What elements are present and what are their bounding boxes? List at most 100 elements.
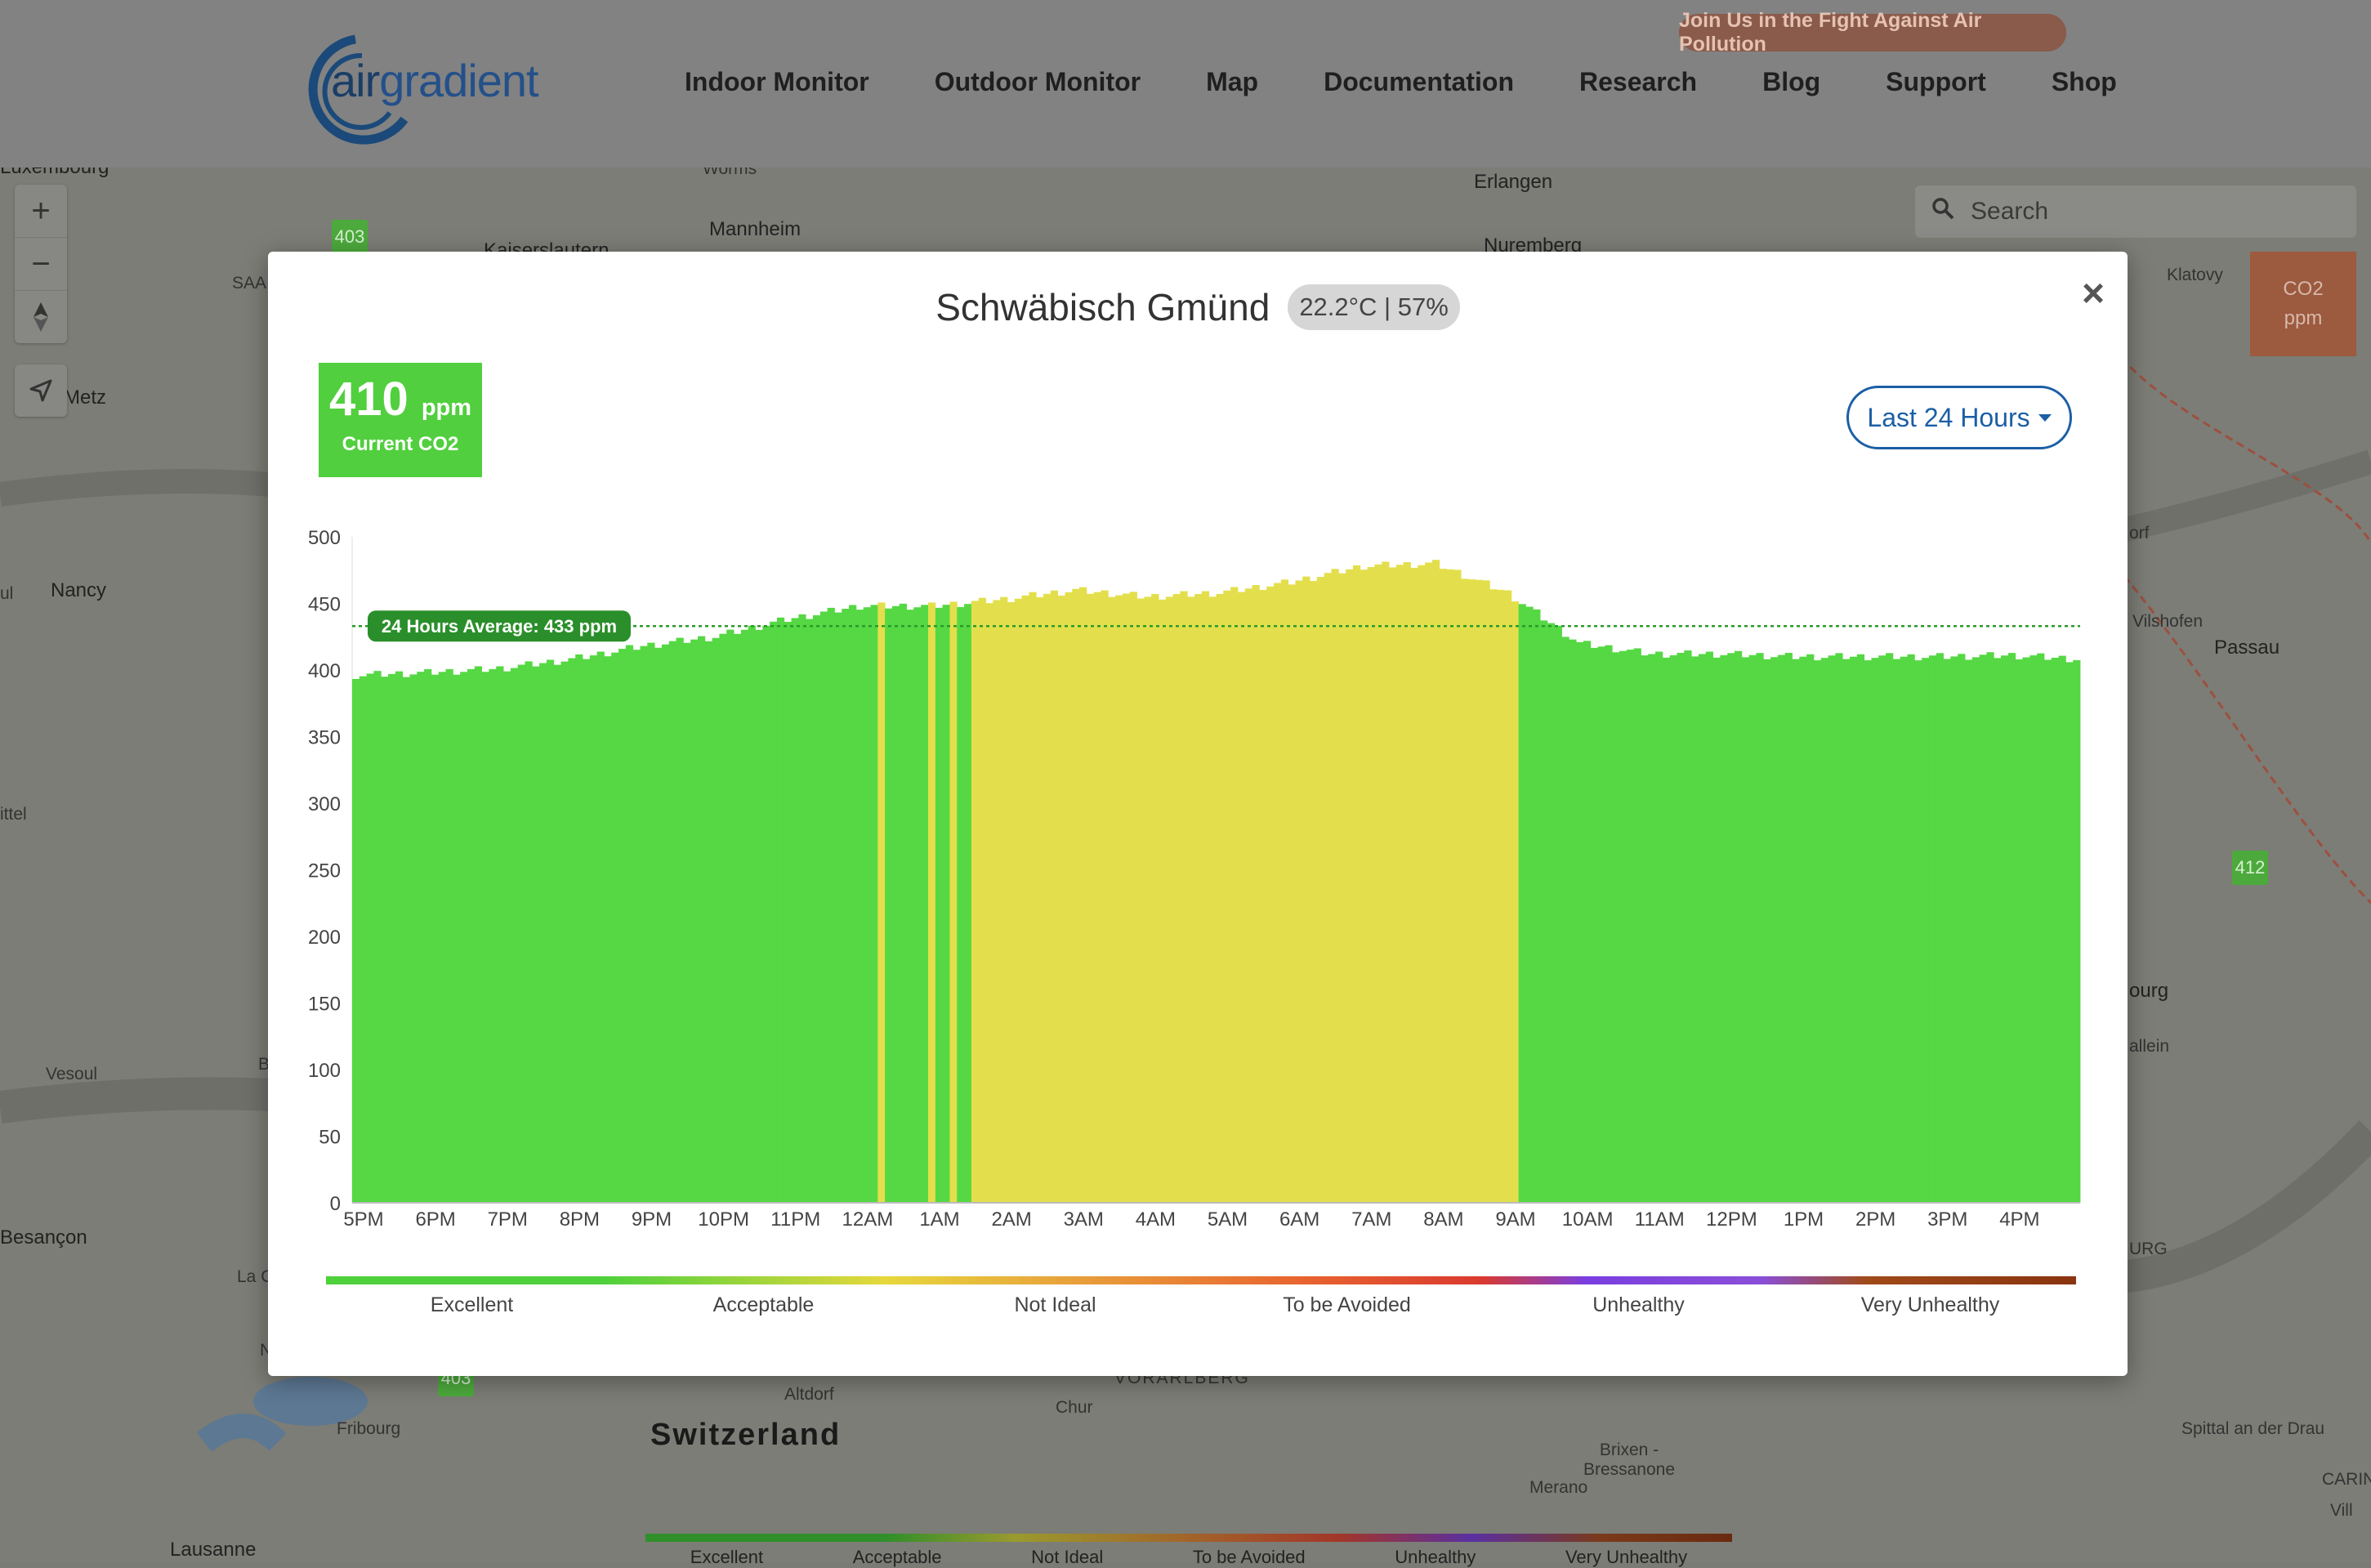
- co2-bar: [1395, 565, 1404, 1203]
- chevron-down-icon: [2038, 413, 2052, 422]
- scale-label-to-be-avoided: To be Avoided: [1283, 1293, 1411, 1316]
- map-label-fribourg: Fribourg: [337, 1419, 401, 1438]
- x-tick-label: 1PM: [1784, 1208, 1824, 1231]
- co2-bar: [1043, 593, 1052, 1203]
- map-label-nancy: Nancy: [51, 579, 107, 601]
- co2-bar: [1208, 596, 1217, 1203]
- co2-bar: [1892, 659, 1901, 1203]
- map-label-lausanne: Lausanne: [170, 1539, 257, 1561]
- co2-bar: [1748, 654, 1757, 1203]
- co2-bar: [1864, 660, 1872, 1203]
- co2-bar: [1900, 656, 1908, 1203]
- co2-bar: [734, 633, 742, 1203]
- co2-bar: [1425, 562, 1433, 1203]
- co2-bar: [388, 673, 396, 1203]
- co2-bar: [1583, 641, 1592, 1203]
- x-tick-label: 8PM: [560, 1208, 600, 1231]
- nav-shop[interactable]: Shop: [2051, 67, 2117, 96]
- co2-bar: [1691, 656, 1699, 1203]
- co2-bar: [1497, 589, 1505, 1203]
- co2-bar: [402, 677, 410, 1203]
- co2-bar: [1310, 580, 1318, 1203]
- co2-bar: [1072, 588, 1080, 1203]
- co2-bar: [1410, 567, 1418, 1203]
- co2-bar: [1346, 569, 1354, 1203]
- unit-selector[interactable]: CO2 ppm: [2250, 252, 2356, 356]
- current-co2-label: Current CO2: [342, 433, 459, 455]
- co2-bar: [1101, 590, 1109, 1203]
- co2-bar: [928, 602, 936, 1203]
- map-legend-label: Very Unhealthy: [1565, 1547, 1688, 1567]
- co2-bar: [1756, 653, 1764, 1203]
- co2-bar: [2043, 659, 2052, 1203]
- co2-bar: [2029, 655, 2038, 1203]
- co2-bar: [1569, 639, 1577, 1203]
- co2-bar: [668, 641, 676, 1203]
- map-label-allein: allein: [2129, 1037, 2170, 1056]
- x-tick-label: 12PM: [1706, 1208, 1757, 1231]
- co2-bar: [704, 641, 713, 1203]
- nav-outdoor-monitor[interactable]: Outdoor Monitor: [934, 67, 1141, 96]
- co2-bar: [1288, 584, 1296, 1203]
- map-label-passau: Passau: [2214, 637, 2280, 659]
- co2-bar: [1367, 567, 1375, 1203]
- co2-bar: [1467, 579, 1476, 1203]
- co2-bar: [1540, 620, 1548, 1203]
- co2-bar: [1382, 561, 1390, 1203]
- co2-bar: [726, 629, 735, 1203]
- x-tick-label: 4PM: [1999, 1208, 2039, 1231]
- map-label-urg: URG: [2129, 1240, 2168, 1258]
- average-label: 24 Hours Average: 433 ppm: [382, 616, 617, 637]
- compass-button[interactable]: [15, 290, 67, 343]
- logo-wordmark[interactable]: airgradient: [331, 54, 539, 107]
- nav-indoor-monitor[interactable]: Indoor Monitor: [685, 67, 869, 96]
- co2-bar: [647, 642, 655, 1203]
- co2-bar: [1259, 590, 1267, 1203]
- map-marker[interactable]: 412: [2232, 851, 2268, 885]
- zoom-out-button[interactable]: −: [15, 237, 67, 290]
- co2-bar: [1295, 580, 1303, 1203]
- campaign-button[interactable]: Join Us in the Fight Against Air Polluti…: [1679, 9, 2066, 56]
- map-label-la-c: La C: [237, 1267, 274, 1286]
- search-input[interactable]: [1969, 190, 2356, 233]
- airgradient-logo-icon[interactable]: [290, 29, 535, 148]
- zoom-in-button[interactable]: +: [31, 192, 51, 229]
- co2-bar: [575, 654, 583, 1203]
- conditions-badge: 22.2°C | 57%: [1288, 284, 1460, 330]
- nav-documentation[interactable]: Documentation: [1324, 67, 1514, 96]
- co2-bar: [661, 644, 670, 1203]
- map-legend-label: Not Ideal: [1031, 1547, 1104, 1567]
- co2-bar: [1021, 595, 1029, 1203]
- close-button[interactable]: ×: [2081, 272, 2105, 315]
- unit-selector-label: CO2: [2283, 278, 2324, 300]
- co2-bar: [1352, 565, 1361, 1203]
- nav-blog[interactable]: Blog: [1762, 67, 1821, 96]
- co2-bar: [1792, 659, 1800, 1203]
- map-marker[interactable]: 403: [332, 220, 368, 254]
- co2-bar: [1677, 652, 1685, 1203]
- co2-bar: [618, 649, 627, 1203]
- co2-bar: [1086, 593, 1095, 1203]
- co2-bar: [352, 678, 360, 1203]
- nav-research[interactable]: Research: [1578, 67, 1698, 96]
- scale-label-acceptable: Acceptable: [712, 1293, 815, 1316]
- map-label-klatovy: Klatovy: [2167, 266, 2223, 284]
- co2-bar: [1108, 596, 1116, 1203]
- geolocate-button[interactable]: [15, 364, 67, 417]
- co2-bar: [1684, 650, 1692, 1203]
- co2-bar: [1418, 565, 1426, 1203]
- nav-support[interactable]: Support: [1886, 67, 1986, 96]
- co2-bar: [906, 610, 914, 1203]
- zoom-controls: + −: [15, 185, 67, 343]
- co2-bar: [1093, 592, 1101, 1203]
- co2-bar: [1389, 567, 1397, 1203]
- co2-bar: [2073, 659, 2081, 1203]
- map-label-vesoul: Vesoul: [46, 1065, 98, 1083]
- co2-bar: [496, 666, 504, 1203]
- time-range-dropdown[interactable]: Last 24 Hours: [1846, 386, 2072, 449]
- co2-bar: [481, 672, 489, 1203]
- co2-bar: [1014, 598, 1022, 1203]
- co2-bar: [985, 603, 993, 1203]
- co2-bar: [971, 601, 980, 1203]
- nav-map[interactable]: Map: [1206, 67, 1259, 96]
